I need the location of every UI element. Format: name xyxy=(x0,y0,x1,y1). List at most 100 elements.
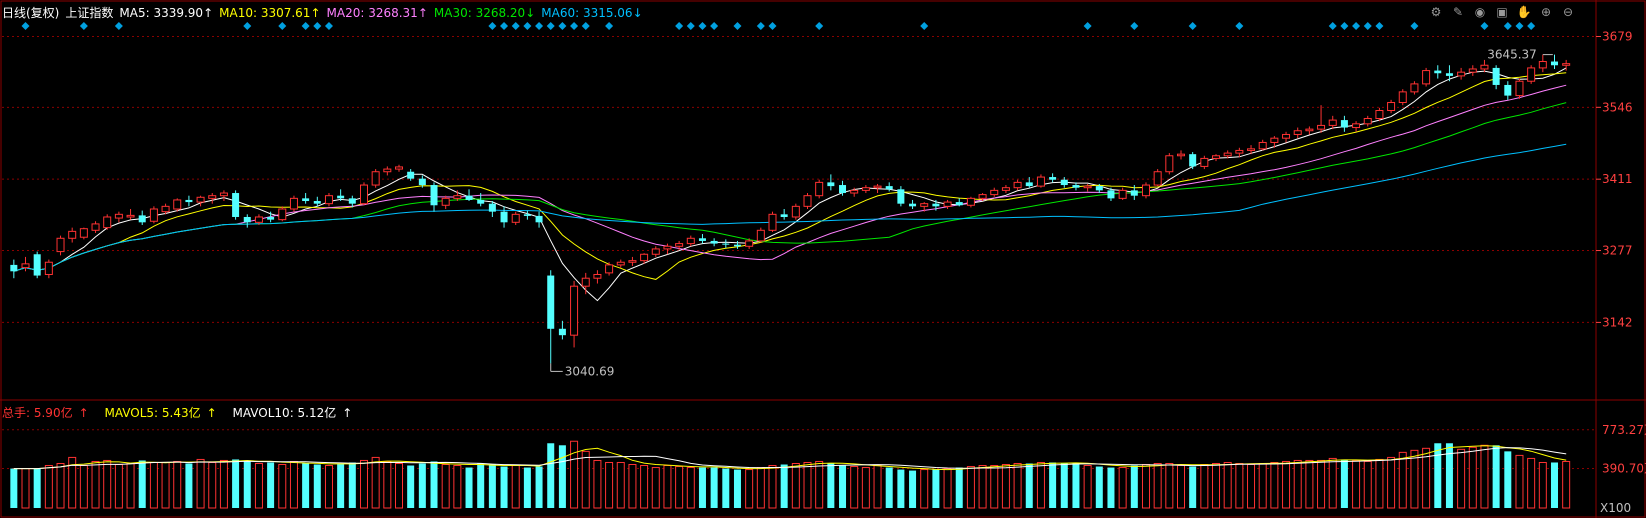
hand-icon[interactable]: ✋ xyxy=(1516,5,1532,19)
volume-bar xyxy=(745,469,754,509)
candle-body xyxy=(1258,141,1267,150)
candle-body xyxy=(488,203,496,212)
event-marker xyxy=(523,22,532,30)
volume-bar xyxy=(873,465,882,509)
mavol10-label: MAVOL10: 5.12亿 xyxy=(232,406,337,420)
volume-bar xyxy=(465,467,473,508)
event-marker xyxy=(815,22,824,30)
candle-body xyxy=(780,214,788,217)
volume-bar xyxy=(337,463,345,508)
candle-body xyxy=(558,328,566,336)
period-label[interactable]: 日线(复权) xyxy=(2,6,60,20)
volume-bar xyxy=(453,465,462,509)
volume-bar xyxy=(1282,460,1291,509)
candle-body xyxy=(909,203,917,207)
chart-toolbar: ⚙ ✎ ◉ ▣ ✋ ⊕ ⊖ xyxy=(1428,4,1576,20)
volume-bar xyxy=(441,464,450,509)
volume-bar xyxy=(254,462,263,509)
volume-bar xyxy=(149,461,158,509)
gear-icon[interactable]: ⚙ xyxy=(1430,5,1442,19)
volume-bar xyxy=(1550,462,1558,508)
candle-body xyxy=(733,244,741,247)
candle-body xyxy=(394,166,404,170)
volume-bar xyxy=(1107,467,1115,508)
candle-body xyxy=(138,215,146,223)
candle-body xyxy=(1083,185,1092,189)
price-tick-label: 3679 xyxy=(1602,30,1633,44)
candle-body xyxy=(815,181,824,197)
volume-bar xyxy=(978,465,987,509)
volume-bar xyxy=(1375,458,1384,509)
volume-bar xyxy=(196,458,205,509)
volume-bar xyxy=(1258,462,1267,509)
candle-body xyxy=(1141,184,1150,197)
event-marker xyxy=(920,22,929,30)
candle-body xyxy=(477,199,485,204)
zoom-in-icon[interactable]: ⊕ xyxy=(1540,5,1552,19)
volume-bar xyxy=(1130,465,1138,508)
event-marker xyxy=(1352,22,1361,30)
candle-body xyxy=(500,211,508,223)
volume-bar xyxy=(839,465,847,508)
candle-body xyxy=(302,198,310,202)
candle-body xyxy=(1247,148,1256,151)
low-annotation: 3040.69 xyxy=(565,364,615,378)
candle-body xyxy=(547,275,555,329)
candle-body xyxy=(1189,154,1197,167)
candle-body xyxy=(1457,71,1466,77)
volume-bar xyxy=(1538,461,1547,509)
volume-bar xyxy=(1176,465,1186,509)
volume-bar xyxy=(383,460,392,509)
volume-bar xyxy=(1480,444,1489,509)
volume-bar xyxy=(803,461,812,509)
volume-bar xyxy=(324,465,333,509)
volume-bar xyxy=(955,467,963,508)
ma-label-1: MA10: 3307.61↑ xyxy=(219,6,321,20)
volume-bar xyxy=(477,463,485,508)
candle-body xyxy=(1223,152,1232,157)
candle-body xyxy=(1422,70,1431,85)
volume-bar xyxy=(1387,456,1396,509)
volume-bar xyxy=(418,463,426,508)
volume-bar xyxy=(827,463,835,508)
volume-bar xyxy=(1013,462,1022,509)
candle-body xyxy=(943,201,952,207)
event-marker xyxy=(546,22,555,30)
volume-bar xyxy=(570,440,579,509)
volume-bar xyxy=(1515,454,1524,509)
volume-bar xyxy=(897,469,905,508)
candle-body xyxy=(1410,83,1419,93)
event-marker xyxy=(675,22,684,30)
candle-body xyxy=(827,182,835,187)
event-marker xyxy=(581,22,590,30)
volume-bar xyxy=(722,468,730,508)
volume-bar xyxy=(756,467,765,509)
volume-bar xyxy=(791,462,800,509)
candle-body xyxy=(1165,155,1174,173)
volume-bar xyxy=(1049,462,1057,508)
volume-bar xyxy=(593,459,602,509)
volume-bar xyxy=(1293,459,1302,509)
candle-body xyxy=(768,213,777,231)
candle-body xyxy=(1036,176,1045,187)
event-marker xyxy=(535,22,544,30)
pencil-icon[interactable]: ✎ xyxy=(1452,5,1464,19)
volume-bar xyxy=(651,467,660,509)
volume-bar xyxy=(815,460,824,509)
candle-body xyxy=(1352,123,1361,129)
candle-body xyxy=(861,187,870,191)
event-marker xyxy=(710,22,719,30)
eye-icon[interactable]: ◉ xyxy=(1474,5,1486,19)
candle-body xyxy=(966,197,975,206)
candle-body xyxy=(1445,73,1453,76)
volume-bar xyxy=(909,470,917,508)
zoom-out-icon[interactable]: ⊖ xyxy=(1562,5,1574,19)
volume-bar xyxy=(1328,457,1337,509)
volume-bar xyxy=(394,462,404,509)
candle-body xyxy=(1434,70,1442,74)
volume-bar xyxy=(920,469,929,509)
lock-icon[interactable]: ▣ xyxy=(1496,5,1508,19)
volume-bar xyxy=(44,465,53,509)
volume-bar xyxy=(219,459,228,509)
